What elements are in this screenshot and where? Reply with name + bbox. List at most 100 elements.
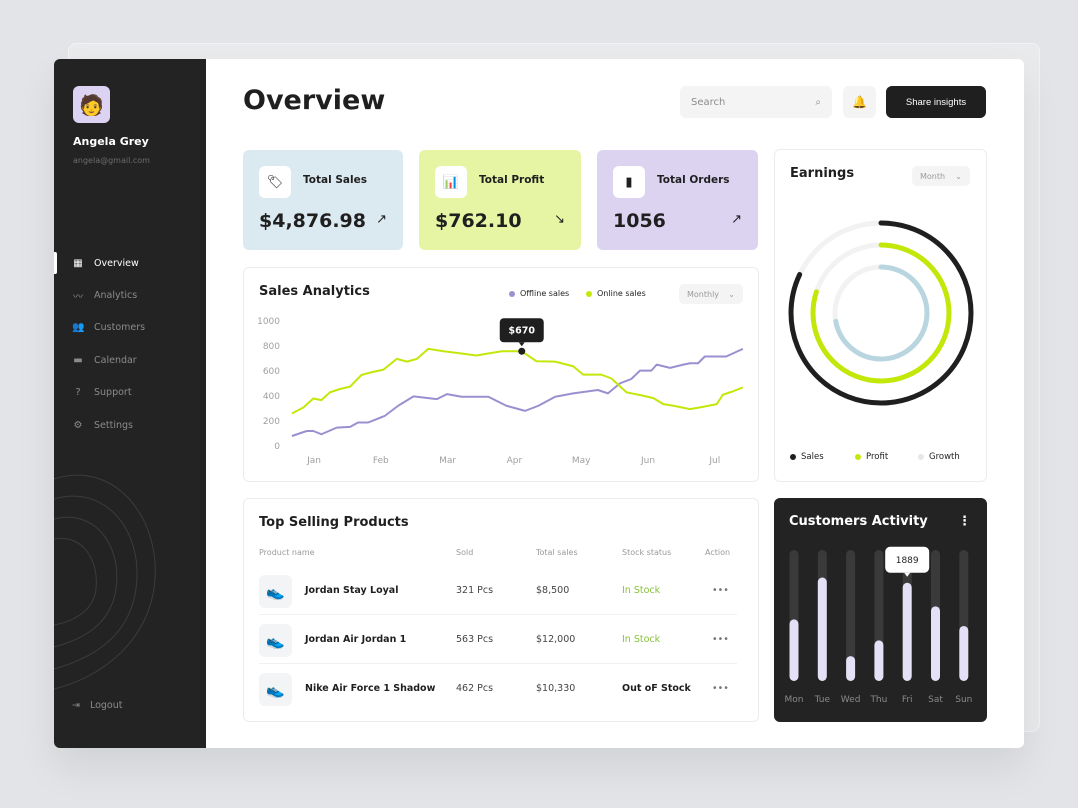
bar-fri xyxy=(902,582,912,681)
y-tick-label: 400 xyxy=(263,392,280,402)
more-actions-icon[interactable]: ••• xyxy=(712,634,729,645)
user-name: Angela Grey xyxy=(73,135,149,148)
stat-value: $762.10 xyxy=(435,210,522,232)
stock-status: In Stock xyxy=(622,585,661,596)
decorative-contours xyxy=(54,474,156,690)
sidebar-nav: ▦ Overview 〰 Analytics 👥 Customers ▬ Calenda… xyxy=(54,247,206,441)
users-icon: 👥 xyxy=(72,322,85,334)
legend-label: Online sales xyxy=(597,289,646,298)
bar-tue xyxy=(817,577,827,681)
y-tick-label: 0 xyxy=(274,442,280,452)
stat-card-total-orders: ▮ Total Orders 1056 ↗ xyxy=(597,150,758,250)
stock-status: In Stock xyxy=(622,634,661,645)
column-header: Product name xyxy=(259,548,315,557)
legend-label: Profit xyxy=(866,452,889,462)
trend-up-icon: ↗ xyxy=(376,212,387,227)
y-tick-label: 1000 xyxy=(257,317,280,327)
ring-sales xyxy=(788,220,974,406)
tooltip-label: 1889 xyxy=(896,556,919,566)
day-label: Sun xyxy=(955,695,972,705)
product-thumbnail: 👟 xyxy=(259,673,292,706)
analytics-period-dropdown[interactable]: Monthly ⌄ xyxy=(679,284,743,304)
legend-offline: Offline sales xyxy=(509,289,569,298)
product-thumbnail: 👟 xyxy=(259,624,292,657)
sidebar-item-overview[interactable]: ▦ Overview xyxy=(54,247,206,279)
day-label: Thu xyxy=(869,695,887,705)
sold-count: 563 Pcs xyxy=(456,634,494,645)
total-sales: $10,330 xyxy=(536,683,576,694)
help-icon: ? xyxy=(75,387,81,399)
dropdown-value: Month xyxy=(920,171,946,181)
more-actions-icon[interactable]: ••• xyxy=(712,683,729,694)
bar-sun xyxy=(959,625,969,681)
earnings-period-dropdown[interactable]: Month ⌄ xyxy=(912,166,970,186)
sidebar-item-label: Customers xyxy=(94,322,146,334)
tooltip-box xyxy=(885,546,930,573)
chart-line-icon: 〰 xyxy=(73,292,83,304)
chevron-down-icon: ⌄ xyxy=(728,289,735,299)
search-input[interactable]: Search ⌕ xyxy=(680,86,832,118)
legend-label: Growth xyxy=(929,452,960,462)
y-tick-label: 600 xyxy=(263,367,280,377)
sidebar-item-settings[interactable]: ⚙ Settings xyxy=(54,409,206,441)
sidebar-item-calendar[interactable]: ▬ Calendar xyxy=(54,344,206,376)
more-vertical-icon[interactable]: ⋮ xyxy=(958,514,971,529)
calendar-icon: ▬ xyxy=(73,354,83,366)
stat-value: $4,876.98 xyxy=(259,210,366,232)
day-label: Mon xyxy=(785,695,804,705)
grid-icon: ▦ xyxy=(73,257,83,269)
column-header: Total sales xyxy=(536,548,578,557)
table-row[interactable]: 👟 Jordan Air Jordan 1 563 Pcs $12,000 In Sto… xyxy=(259,616,737,664)
total-sales: $12,000 xyxy=(536,634,576,645)
share-insights-button[interactable]: Share insights xyxy=(886,86,986,118)
bar-thu xyxy=(874,640,884,681)
sidebar-item-analytics[interactable]: 〰 Analytics xyxy=(54,279,206,311)
bar-wed xyxy=(846,656,856,681)
sidebar-item-customers[interactable]: 👥 Customers xyxy=(54,312,206,344)
stock-status: Out oF Stock xyxy=(622,683,691,694)
bar-track xyxy=(846,550,856,681)
product-thumbnail: 👟 xyxy=(259,575,292,608)
table-row[interactable]: 👟 Jordan Stay Loyal 321 Pcs $8,500 In Stock •… xyxy=(259,567,737,615)
trend-up-icon: ↗ xyxy=(731,212,742,227)
bar-mon xyxy=(789,619,799,681)
avatar[interactable]: 🧑 xyxy=(73,86,110,123)
table-row[interactable]: 👟 Nike Air Force 1 Shadow 462 Pcs $10,330 Ou… xyxy=(259,665,737,713)
x-tick-label: Jan xyxy=(306,456,321,466)
sidebar-item-label: Overview xyxy=(94,257,139,269)
ring-profit xyxy=(810,242,952,384)
notifications-button[interactable]: 🔔 xyxy=(843,86,876,118)
sidebar-item-support[interactable]: ? Support xyxy=(54,377,206,409)
sidebar-item-label: Analytics xyxy=(94,290,138,302)
sales-line-chart: 0 200 400 600 800 1000 Jan Feb Mar Apr May Jun Jul $6… xyxy=(257,317,744,466)
legend-label: Sales xyxy=(801,452,824,462)
stat-label: Total Sales xyxy=(303,174,367,186)
day-label: Tue xyxy=(814,695,831,705)
more-actions-icon[interactable]: ••• xyxy=(712,585,729,596)
sidebar-item-label: Calendar xyxy=(94,354,137,366)
card-title: Sales Analytics xyxy=(259,284,370,299)
product-name: Jordan Air Jordan 1 xyxy=(305,634,407,645)
column-header: Sold xyxy=(456,548,474,557)
product-name: Nike Air Force 1 Shadow xyxy=(305,683,436,694)
column-header: Action xyxy=(705,548,731,557)
sold-count: 462 Pcs xyxy=(456,683,494,694)
bar-sat xyxy=(931,606,940,681)
tooltip-label: $670 xyxy=(509,325,536,336)
customers-activity-card: Customers Activity ⋮ Mon Tue Wed Thu Fri 1889… xyxy=(774,498,987,722)
stat-card-total-sales: 🏷 Total Sales $4,876.98 ↗ xyxy=(243,150,403,250)
x-tick-label: Feb xyxy=(373,456,389,466)
y-tick-label: 800 xyxy=(263,342,280,352)
user-email: angela@gmail.com xyxy=(73,156,150,165)
tooltip-arrow xyxy=(518,342,525,347)
tooltip-arrow xyxy=(904,572,911,577)
day-label: Sat xyxy=(928,695,943,705)
card-title: Top Selling Products xyxy=(259,515,409,530)
legend-profit: Profit xyxy=(855,452,888,462)
logout-button[interactable]: ⇥ Logout xyxy=(72,700,123,711)
card-title: Earnings xyxy=(790,166,855,181)
bell-icon: 🔔 xyxy=(852,95,867,109)
tag-icon: 🏷 xyxy=(259,166,291,198)
gear-icon: ⚙ xyxy=(73,419,83,431)
legend-sales: Sales xyxy=(790,452,824,462)
